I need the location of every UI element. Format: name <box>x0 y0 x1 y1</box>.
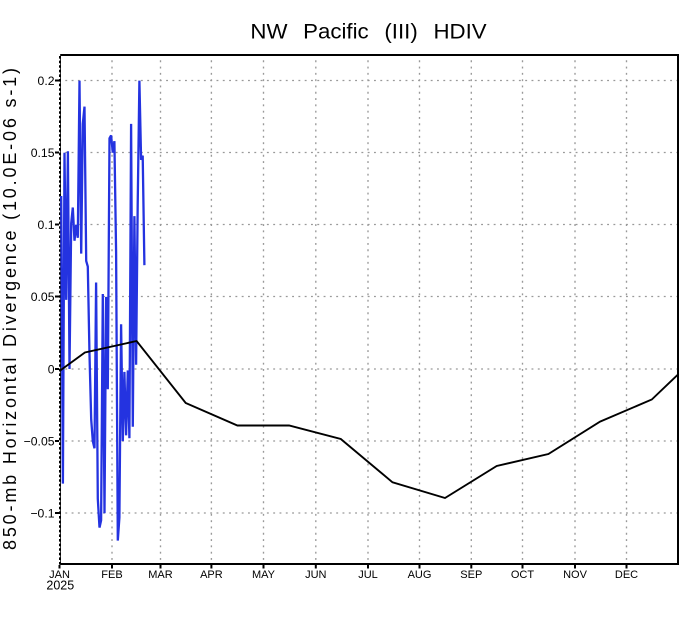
svg-text:0.2: 0.2 <box>38 74 55 88</box>
svg-text:AUG: AUG <box>408 569 432 581</box>
svg-text:FEB: FEB <box>101 569 122 581</box>
svg-text:SEP: SEP <box>460 569 482 581</box>
svg-text:APR: APR <box>200 569 223 581</box>
svg-text:−0.05: −0.05 <box>24 434 55 448</box>
svg-text:MAR: MAR <box>148 569 173 581</box>
svg-text:DEC: DEC <box>615 569 638 581</box>
svg-text:JUL: JUL <box>358 569 378 581</box>
svg-text:MAY: MAY <box>252 569 276 581</box>
svg-text:JAN: JAN <box>49 569 70 581</box>
svg-text:0.15: 0.15 <box>31 146 55 160</box>
svg-text:0.05: 0.05 <box>31 290 55 304</box>
svg-text:−0.1: −0.1 <box>30 506 54 520</box>
svg-text:OCT: OCT <box>511 569 535 581</box>
svg-text:JUN: JUN <box>305 569 326 581</box>
svg-text:NOV: NOV <box>563 569 588 581</box>
svg-text:2025: 2025 <box>46 579 74 593</box>
svg-text:0.1: 0.1 <box>38 218 55 232</box>
svg-text:NW Pacific (III) HDIV: NW Pacific (III) HDIV <box>250 19 487 43</box>
svg-text:850-mb Horizontal Divergence (: 850-mb Horizontal Divergence (10.0E-06 s… <box>0 68 20 550</box>
svg-text:0: 0 <box>48 362 55 376</box>
